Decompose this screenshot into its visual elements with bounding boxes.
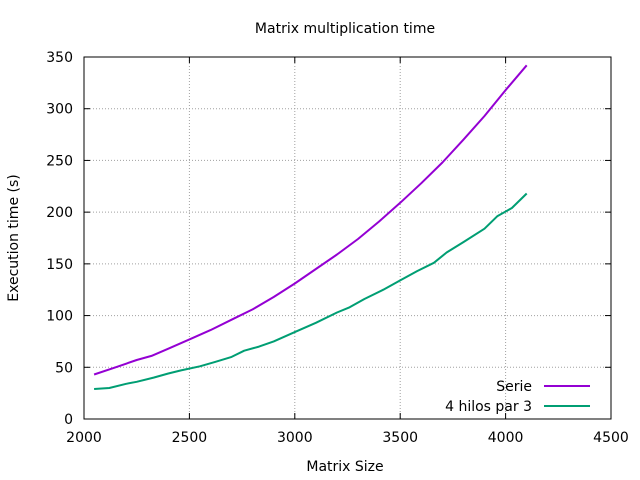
chart-title: Matrix multiplication time <box>255 21 435 37</box>
x-tick-label: 2000 <box>66 430 102 446</box>
x-tick-label: 4000 <box>488 430 524 446</box>
y-tick-label: 250 <box>46 153 73 169</box>
grid <box>84 57 611 419</box>
axis-ticks: 2000 2500 3000 3500 4000 4500 0 50 100 150 200 250 3… <box>46 50 629 446</box>
plot-frame <box>83 56 612 420</box>
y-tick-label: 300 <box>46 102 73 118</box>
series-lines <box>93 64 528 390</box>
x-tick-label: 4500 <box>593 430 629 446</box>
y-tick-label: 150 <box>46 257 73 273</box>
y-tick-label: 100 <box>46 309 73 325</box>
x-axis-label: Matrix Size <box>306 459 383 475</box>
series-line-1 <box>93 64 528 376</box>
legend-label-2: 4 hilos par 3 <box>445 399 532 415</box>
series-line-2 <box>94 192 528 390</box>
y-tick-label: 350 <box>46 50 73 66</box>
y-tick-label: 50 <box>55 360 73 376</box>
x-tick-label: 2500 <box>172 430 208 446</box>
y-tick-label: 200 <box>46 205 73 221</box>
y-axis-label: Execution time (s) <box>6 174 22 301</box>
x-tick-label: 3000 <box>277 430 313 446</box>
legend-label-1: Serie <box>496 379 532 395</box>
legend: Serie 4 hilos par 3 <box>445 379 590 415</box>
y-tick-label: 0 <box>64 412 73 428</box>
x-tick-label: 3500 <box>382 430 418 446</box>
